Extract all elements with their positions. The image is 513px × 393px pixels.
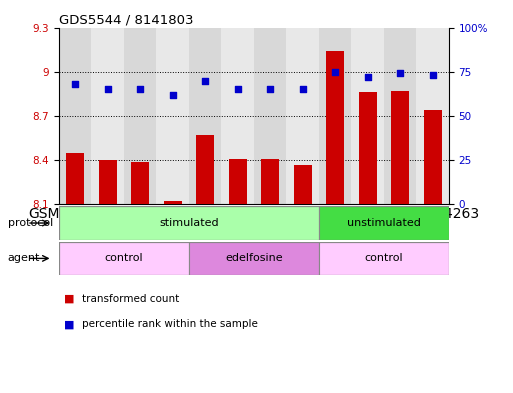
Text: control: control <box>105 253 143 263</box>
Bar <box>222 28 254 204</box>
Bar <box>326 51 344 204</box>
Bar <box>229 159 247 204</box>
Bar <box>294 165 311 204</box>
Text: protocol: protocol <box>8 218 53 228</box>
Bar <box>156 28 189 204</box>
Bar <box>359 92 377 204</box>
Bar <box>196 135 214 204</box>
Point <box>201 77 209 84</box>
Bar <box>391 91 409 204</box>
Bar <box>254 28 286 204</box>
Point <box>364 74 372 80</box>
Point <box>136 86 144 93</box>
Point <box>396 70 404 77</box>
Point <box>331 68 339 75</box>
Point <box>428 72 437 78</box>
Point <box>71 81 80 87</box>
Text: ■: ■ <box>64 319 74 329</box>
Bar <box>99 160 116 204</box>
Text: unstimulated: unstimulated <box>347 218 421 228</box>
Point <box>233 86 242 93</box>
Text: GDS5544 / 8141803: GDS5544 / 8141803 <box>59 13 193 26</box>
Bar <box>164 202 182 204</box>
Bar <box>384 28 417 204</box>
Bar <box>319 242 449 275</box>
Bar <box>189 242 319 275</box>
Bar <box>351 28 384 204</box>
Text: ■: ■ <box>64 294 74 304</box>
Text: stimulated: stimulated <box>159 218 219 228</box>
Text: transformed count: transformed count <box>82 294 180 304</box>
Bar <box>59 28 91 204</box>
Bar <box>91 28 124 204</box>
Bar <box>286 28 319 204</box>
Bar <box>189 28 222 204</box>
Bar <box>66 153 84 204</box>
Bar <box>131 162 149 204</box>
Point <box>104 86 112 93</box>
Text: edelfosine: edelfosine <box>225 253 283 263</box>
Bar <box>59 242 189 275</box>
Bar <box>59 206 319 240</box>
Text: percentile rank within the sample: percentile rank within the sample <box>82 319 258 329</box>
Bar <box>261 159 279 204</box>
Bar <box>424 110 442 204</box>
Point <box>299 86 307 93</box>
Bar <box>319 206 449 240</box>
Bar <box>124 28 156 204</box>
Text: agent: agent <box>8 253 40 263</box>
Point <box>169 92 177 98</box>
Text: control: control <box>365 253 403 263</box>
Bar <box>417 28 449 204</box>
Point <box>266 86 274 93</box>
Bar <box>319 28 351 204</box>
